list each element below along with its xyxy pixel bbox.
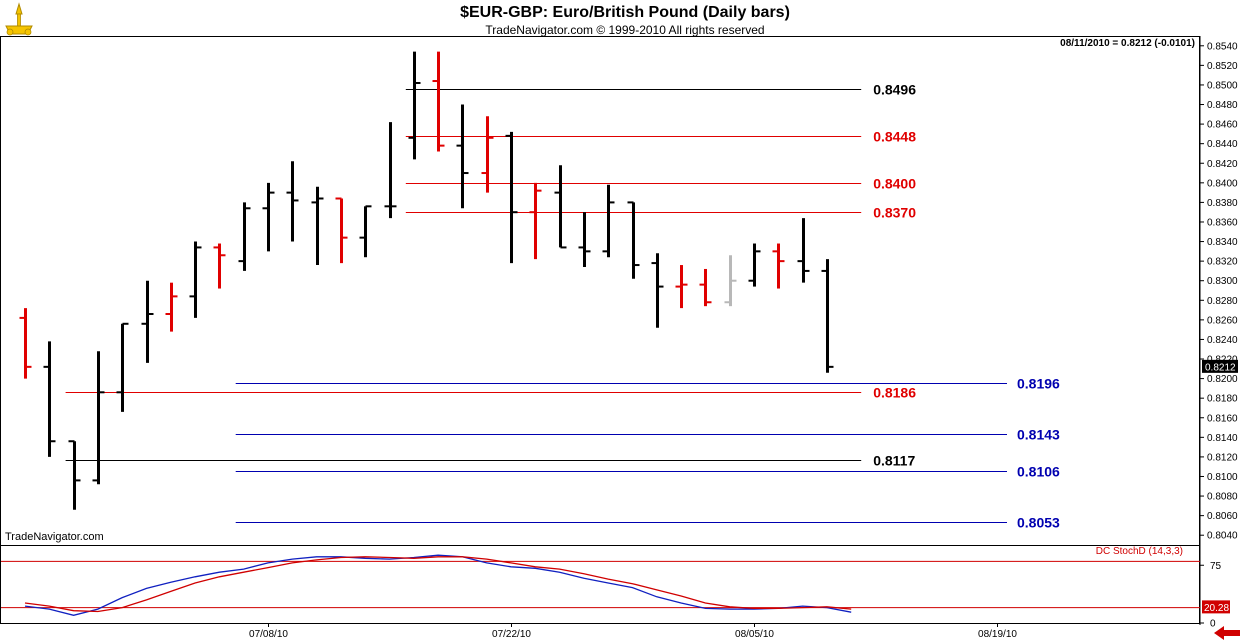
- ohlc-bar: [797, 218, 810, 283]
- ohlc-bar: [699, 268, 712, 307]
- price-tick-label: 0.8440: [1207, 139, 1238, 150]
- price-tick-label: 0.8100: [1207, 472, 1238, 483]
- ohlc-bar: [578, 212, 591, 268]
- ohlc-bar: [286, 161, 299, 242]
- ohlc-bar: [311, 186, 324, 266]
- price-tick-label: 0.8080: [1207, 492, 1238, 503]
- level-label: 0.8053: [1017, 515, 1060, 531]
- stochastic-value-label: 20.28: [1204, 603, 1229, 614]
- ohlc-bar: [651, 253, 664, 328]
- level-label: 0.8186: [873, 385, 916, 401]
- ohlc-bar: [141, 280, 154, 363]
- scroll-left-arrow-icon[interactable]: [1214, 626, 1240, 640]
- price-tick-label: 0.8400: [1207, 178, 1238, 189]
- price-axis: 0.8540 0.8520 0.8500 0.8480 0.8460 0.8440 0.84…: [1200, 41, 1238, 542]
- price-tick-label: 0.8200: [1207, 374, 1238, 385]
- stochastic-title: DC StochD (14,3,3): [1096, 546, 1183, 557]
- price-tick-label: 0.8120: [1207, 452, 1238, 463]
- date-tick-label: 07/22/10: [492, 629, 531, 640]
- stochastic-panel: 75 0 20.28: [1, 554, 1230, 630]
- ohlc-bar: [505, 131, 518, 264]
- price-tick-label: 0.8320: [1207, 257, 1238, 268]
- date-axis: 07/08/10 07/22/10 08/05/10 08/19/10: [249, 623, 1017, 640]
- ohlc-bar: [748, 243, 761, 287]
- ohlc-bar: [821, 259, 834, 373]
- ohlc-bar: [262, 182, 275, 252]
- chart-title: $EUR-GBP: Euro/British Pound (Daily bars…: [460, 4, 790, 21]
- price-tick-label: 0.8280: [1207, 296, 1238, 307]
- level-label: 0.8448: [873, 129, 916, 145]
- trade-navigator-bell-logo[interactable]: [5, 2, 33, 36]
- level-label: 0.8117: [873, 453, 915, 469]
- date-tick-label: 07/08/10: [249, 629, 288, 640]
- ohlc-bar: [481, 116, 494, 193]
- level-label: 0.8196: [1017, 376, 1060, 392]
- copyright-subtitle: TradeNavigator.com © 1999-2010 All right…: [485, 23, 764, 37]
- ohlc-bar: [554, 165, 567, 249]
- ohlc-bar: [724, 255, 737, 307]
- price-tick-label: 0.8180: [1207, 394, 1238, 405]
- price-tick-label: 0.8520: [1207, 61, 1238, 72]
- ohlc-bar: [165, 282, 178, 332]
- ohlc-bar: [772, 243, 785, 289]
- price-tick-label: 0.8420: [1207, 159, 1238, 170]
- ohlc-bar: [116, 322, 129, 412]
- ohlc-bar: [238, 202, 251, 271]
- ohlc-bar: [335, 197, 348, 264]
- price-tick-label: 0.8500: [1207, 80, 1238, 91]
- level-label: 0.8496: [873, 82, 916, 98]
- last-price-label: 0.8212: [1205, 362, 1236, 373]
- ohlc-bar: [456, 104, 469, 209]
- ohlc-bar: [384, 122, 397, 219]
- ohlc-bar: [675, 265, 688, 309]
- price-tick-label: 0.8460: [1207, 120, 1238, 131]
- price-tick-label: 0.8260: [1207, 315, 1238, 326]
- level-label: 0.8143: [1017, 427, 1060, 443]
- price-tick-label: 0.8060: [1207, 511, 1238, 522]
- stochastic-tick-label: 75: [1210, 561, 1222, 572]
- price-tick-label: 0.8040: [1207, 531, 1238, 542]
- header: $EUR-GBP: Euro/British Pound (Daily bars…: [5, 2, 790, 37]
- levels-layer: 0.8496 0.8448 0.8400 0.8370 0.8196 0.8186 0.81…: [65, 82, 1060, 531]
- ohlc-bar: [359, 205, 372, 258]
- date-tick-label: 08/05/10: [735, 629, 774, 640]
- price-tick-label: 0.8340: [1207, 237, 1238, 248]
- ohlc-bar: [432, 51, 445, 152]
- ohlc-bar: [189, 241, 202, 318]
- price-tick-label: 0.8300: [1207, 276, 1238, 287]
- level-label: 0.8106: [1017, 464, 1060, 480]
- price-tick-label: 0.8140: [1207, 433, 1238, 444]
- price-tick-label: 0.8480: [1207, 100, 1238, 111]
- ohlc-bar: [92, 351, 105, 485]
- last-price-marker: [1202, 359, 1238, 373]
- level-label: 0.8370: [873, 205, 916, 221]
- level-label: 0.8400: [873, 176, 916, 192]
- stochastic-line: [24, 556, 852, 613]
- ohlc-bar: [213, 243, 226, 289]
- stochastic-panel-frame: [0, 545, 1200, 624]
- price-tick-label: 0.8380: [1207, 198, 1238, 209]
- ohlc-bar: [408, 51, 421, 160]
- price-tick-label: 0.8540: [1207, 41, 1238, 52]
- ohlc-bar: [68, 440, 81, 510]
- stochastic-tick-label: 0: [1210, 619, 1216, 630]
- ohlc-bar: [529, 182, 542, 260]
- price-readout: 08/11/2010 = 0.8212 (-0.0101): [1060, 38, 1195, 49]
- watermark-text: TradeNavigator.com: [5, 531, 104, 543]
- ohlc-bar: [602, 184, 615, 258]
- ohlc-bar: [19, 308, 32, 379]
- stochastic-line: [24, 554, 852, 616]
- ohlc-bar: [43, 341, 56, 457]
- ohlc-bar: [627, 201, 640, 279]
- price-tick-label: 0.8360: [1207, 217, 1238, 228]
- bars-layer: [19, 51, 834, 510]
- price-tick-label: 0.8160: [1207, 413, 1238, 424]
- date-tick-label: 08/19/10: [978, 629, 1017, 640]
- price-tick-label: 0.8240: [1207, 335, 1238, 346]
- stochastic-value-marker: [1202, 600, 1230, 614]
